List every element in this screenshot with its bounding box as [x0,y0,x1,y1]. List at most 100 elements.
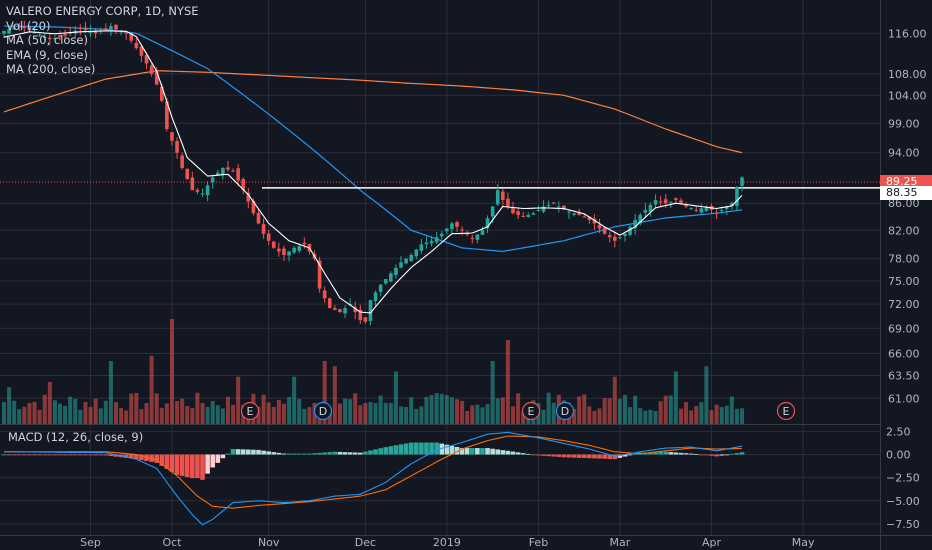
volume-bar [17,409,22,424]
candle-body [623,233,627,237]
volume-bar [63,406,68,424]
macd-histogram-bar [266,451,271,455]
macd-histogram-bar [587,454,592,459]
volume-bar [88,406,93,424]
legend-vol[interactable]: Vol (20) [6,18,51,33]
macd-tick-label: 2.50 [886,425,911,438]
volume-bar [663,395,668,424]
candle-body [546,204,551,206]
volume-bar [266,402,271,424]
volume-bar [73,398,78,424]
event-marker-label-4: E [783,405,790,418]
macd-histogram-bar [352,452,358,455]
volume-bar [343,398,348,424]
candle-body [165,101,169,130]
volume-bar [694,406,699,424]
candle-body [740,177,744,186]
macd-signal-line [4,435,743,509]
candle-body [333,308,337,311]
candle-body [704,206,709,212]
candle-body [389,273,393,282]
line-price-tag[interactable]: 88.35 [880,185,932,200]
legend-ma200[interactable]: MA (200, close) [6,62,96,76]
event-marker-label-2: E [528,405,535,418]
candle-body [338,309,342,313]
volume-bar [465,410,470,424]
macd-histogram-bar [699,454,704,456]
legend-ma50[interactable]: MA (50, close) [6,33,88,47]
candle-body [577,212,581,215]
legend-ema9[interactable]: EMA (9, close) [6,47,88,62]
macd-histogram-bar [113,454,119,457]
macd-histogram-bar [154,454,159,463]
macd-histogram-bar [368,450,373,455]
price-tick-label: 66.00 [888,348,920,361]
candle-body [159,86,164,101]
candle-body [17,25,22,27]
macd-histogram-bar [37,454,42,456]
macd-histogram-bar [42,454,48,456]
volume-bar [261,394,266,424]
volume-bar [399,406,404,424]
candle-body [613,236,617,241]
candle-body [465,233,469,235]
candle-body [256,212,261,224]
macd-histogram-bar [302,453,307,455]
candle-body [48,37,52,40]
macd-histogram-bar [419,442,424,455]
volume-bar [460,400,465,424]
macd-legend[interactable]: MACD (12, 26, close, 9) [8,430,144,444]
candle-body [557,206,561,208]
macd-histogram-bar [240,449,246,455]
macd-histogram-bar [205,454,210,474]
candle-body [261,224,266,234]
macd-histogram-bar [62,454,68,456]
macd-histogram-bar [337,451,343,455]
candle-body [83,27,88,31]
candle-body [714,212,719,214]
macd-histogram-bar [179,454,185,476]
macd-histogram-bar [246,449,251,455]
candle-body [562,205,566,210]
macd-tick-label: −2.50 [886,472,920,485]
horizontal-price-line[interactable] [0,181,880,189]
candle-body [221,168,225,175]
volume-bar [419,406,424,424]
event-marker-1 [313,401,333,421]
macd-histogram-bar [709,454,714,456]
volume-bar [37,409,42,424]
macd-histogram-bar [67,454,73,456]
macd-line [4,431,743,526]
candle-body [210,177,215,183]
candle-body [628,226,632,235]
macd-histogram-bar [358,452,363,455]
volume-bar [337,403,342,424]
macd-histogram-bar [322,452,327,455]
macd-histogram-bar [444,444,450,455]
macd-histogram-bar [561,454,567,458]
macd-histogram-bar [546,454,551,457]
volume-bar [551,402,556,424]
macd-histogram-bar [505,450,511,455]
price-tick-label: 99.00 [888,117,920,130]
macd-tick-label: 0.00 [886,449,911,462]
volume-bar [414,408,419,424]
macd-histogram-bar [200,454,205,480]
macd-histogram-bar [475,448,480,455]
time-tick-label: 2019 [433,536,461,549]
candle-body [684,204,688,207]
legend-symbol[interactable]: VALERO ENERGY CORP, 1D, NYSE [6,4,199,18]
macd-histogram-bar [52,454,58,456]
candle-body [455,222,459,227]
candle-body [653,199,658,205]
macd-histogram-bar [388,446,394,455]
candle-body [663,199,668,204]
volume-bar [480,407,485,424]
macd-histogram-bar [525,453,531,455]
candle-body [516,211,520,215]
volume-bar [353,393,358,424]
candle-body [149,65,154,74]
